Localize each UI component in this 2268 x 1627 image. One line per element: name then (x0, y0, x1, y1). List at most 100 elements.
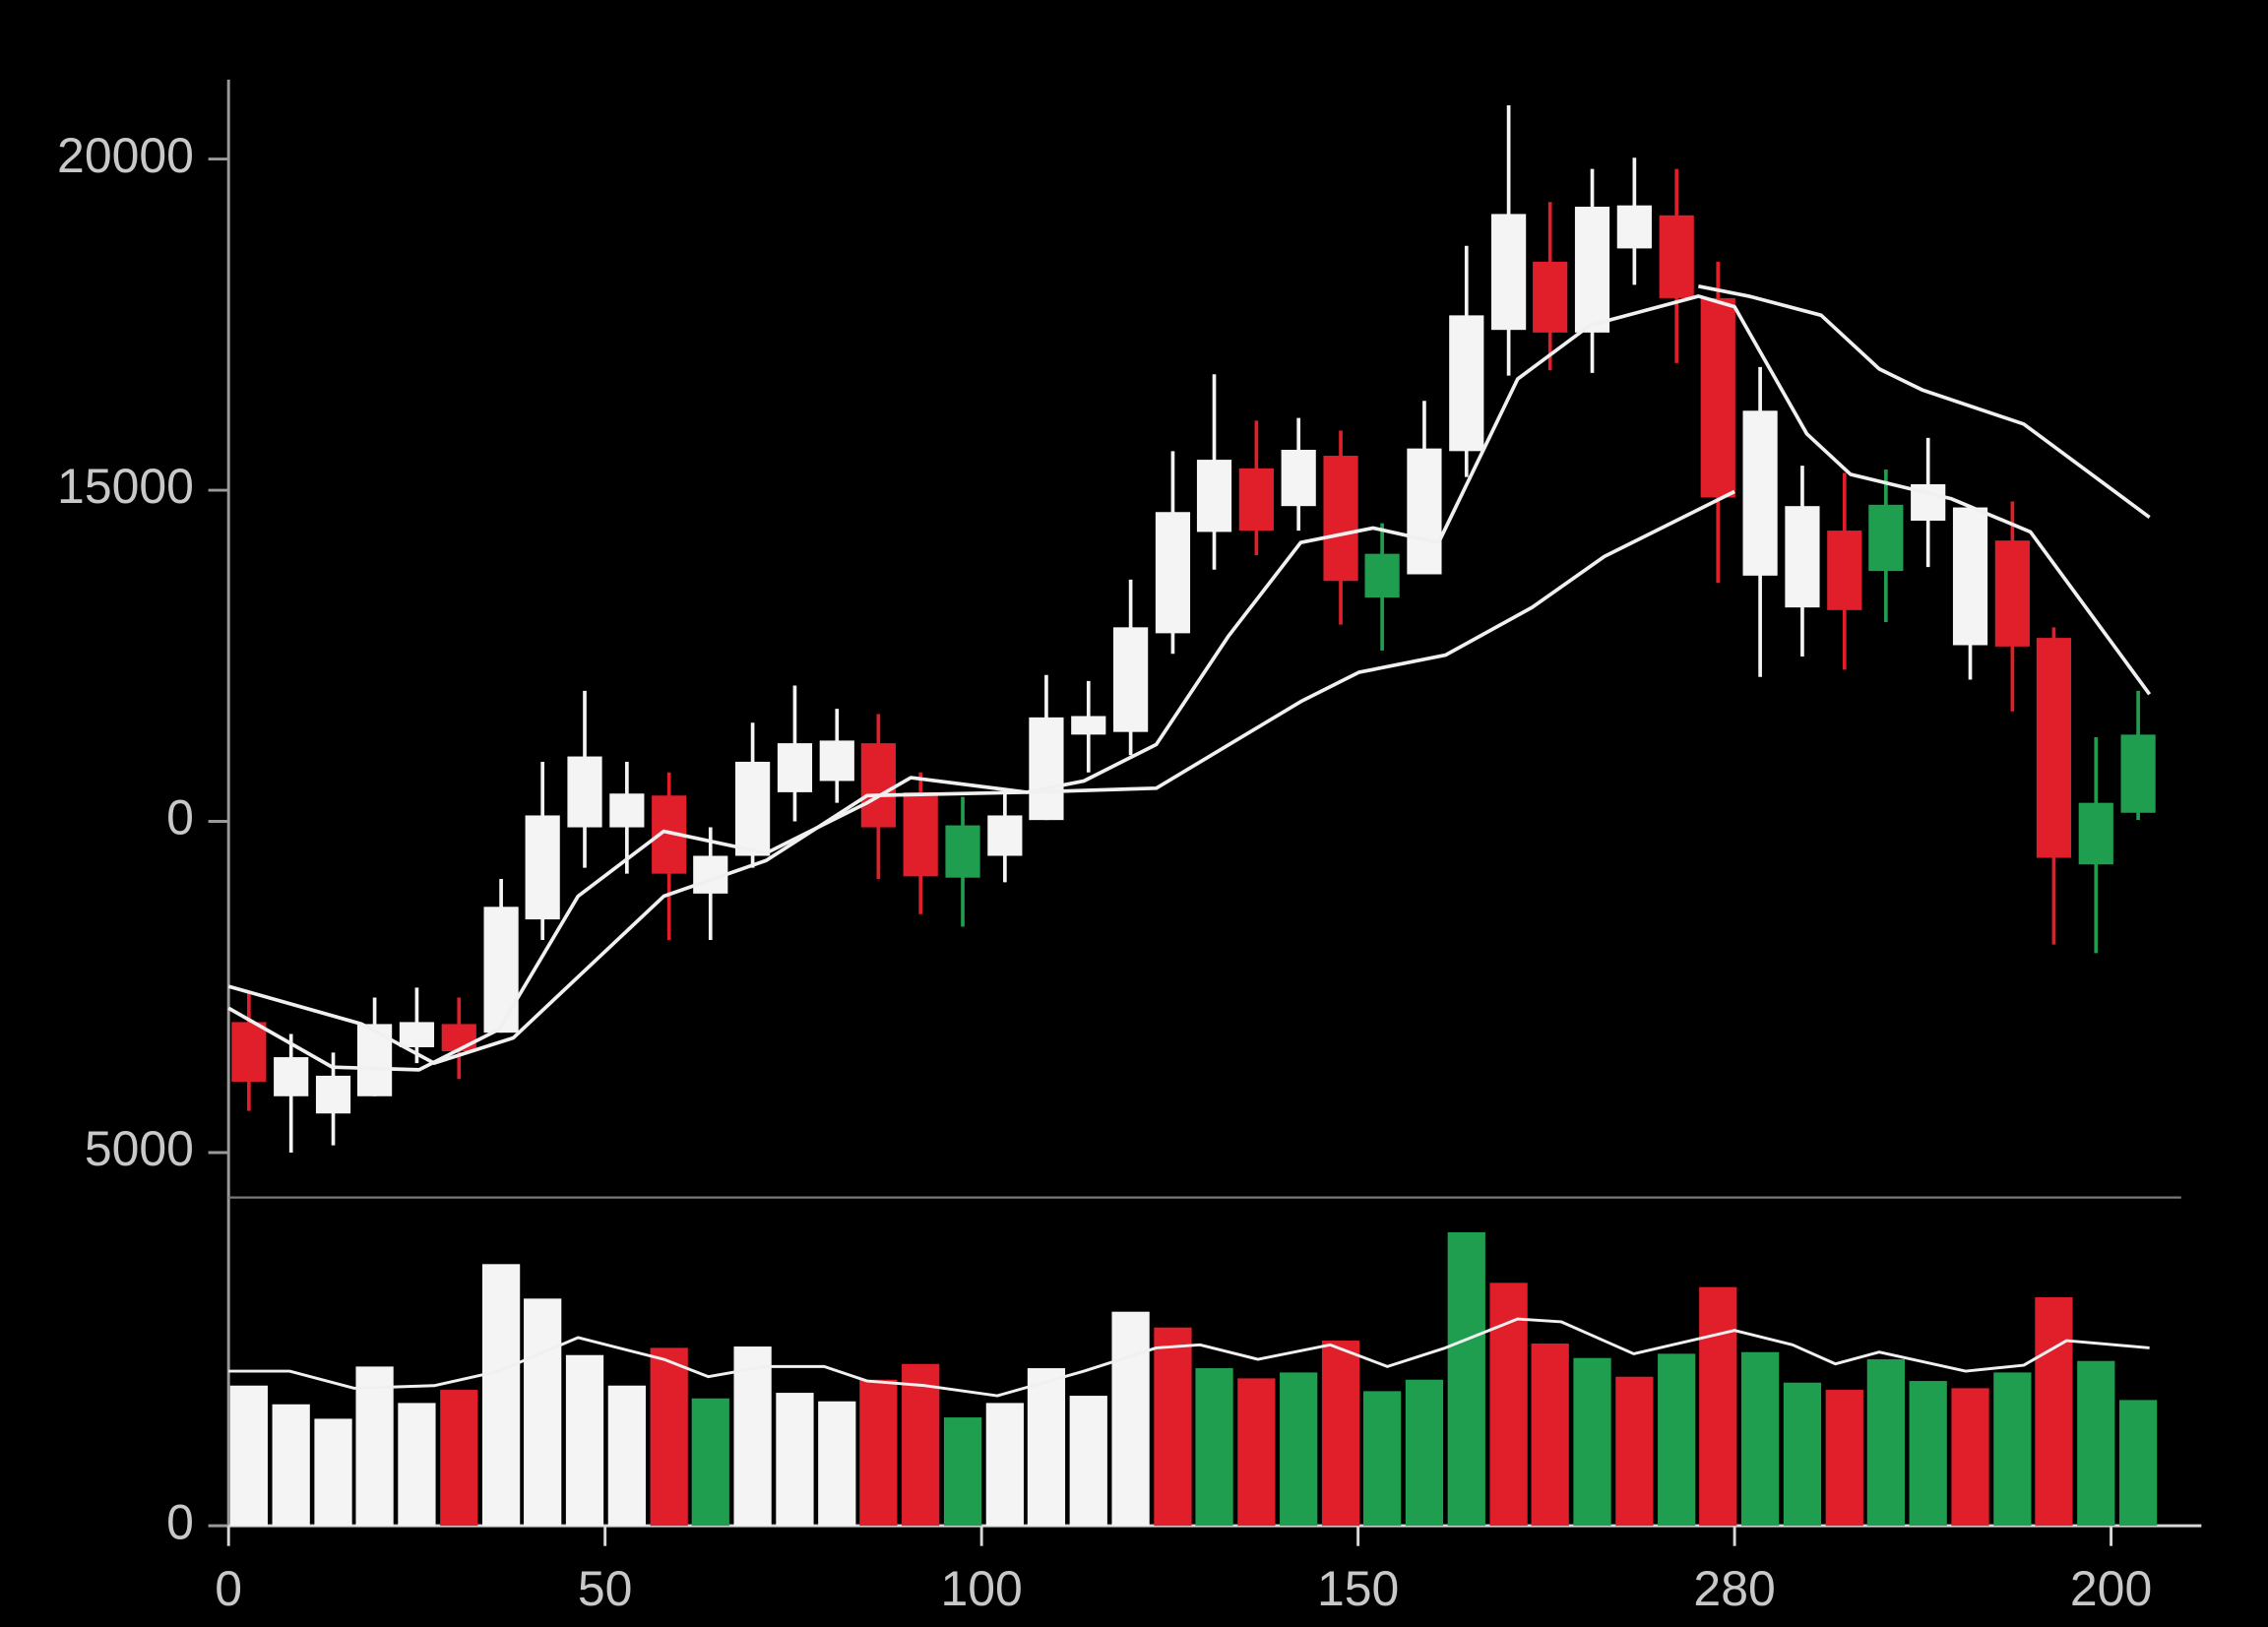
candle-body (1574, 207, 1610, 333)
moving-average-line (227, 294, 2152, 1072)
volume-bar (902, 1363, 940, 1527)
volume-bar (1195, 1368, 1233, 1527)
x-tick-label: 50 (578, 1561, 633, 1616)
y-tick-label: 15000 (57, 459, 194, 514)
candle-body (1281, 449, 1316, 507)
volume-bar (2077, 1360, 2115, 1527)
volume-bar (398, 1403, 436, 1527)
volume-bar (650, 1347, 688, 1527)
volume-bar (776, 1393, 814, 1527)
volume-bar (2118, 1400, 2158, 1527)
candle-body (315, 1075, 351, 1114)
candle-body (483, 907, 519, 1033)
volume-bar (481, 1264, 521, 1527)
volume-bar (440, 1390, 478, 1527)
candle-body (609, 793, 645, 828)
volume-bar (1027, 1368, 1066, 1527)
x-tick-label: 0 (215, 1561, 242, 1616)
candle-body (1700, 297, 1735, 498)
volume-bar (1154, 1327, 1192, 1527)
y-tick-label: 5000 (85, 1121, 194, 1176)
candle-body (357, 1024, 393, 1096)
volume-bar (1280, 1372, 1318, 1527)
volume-bar (1866, 1359, 1905, 1527)
volume-bar (1362, 1391, 1402, 1527)
x-tick-label: 200 (2070, 1561, 2152, 1616)
candle-body (1994, 540, 2030, 647)
candle-body (231, 1022, 267, 1082)
candle-body (1323, 456, 1358, 582)
volume-bar (607, 1385, 646, 1527)
volume-bar (1237, 1378, 1276, 1527)
volume-bar (733, 1346, 772, 1527)
y-tick-label: 0 (166, 790, 194, 845)
candle-body (1196, 460, 1232, 532)
volume-bar (1740, 1351, 1780, 1527)
y-tick-label: 0 (166, 1494, 194, 1549)
candle-body (441, 1024, 476, 1052)
candle-body (1071, 716, 1106, 735)
volume-bar (355, 1366, 394, 1527)
volume-bar (1658, 1353, 1696, 1527)
volume-bar (1909, 1381, 1947, 1527)
candle-body (1827, 531, 1862, 610)
x-tick-label: 150 (1317, 1561, 1399, 1616)
candle-body (1785, 506, 1820, 608)
volume-bar (1993, 1372, 2032, 1527)
candle-body (1616, 205, 1652, 249)
volume-bar (524, 1298, 562, 1527)
candle-body (2036, 638, 2072, 858)
volume-bar (229, 1385, 268, 1527)
x-tick-label: 280 (1693, 1561, 1775, 1616)
candle-body (567, 756, 602, 828)
candle-body (819, 740, 854, 782)
volume-bar (859, 1379, 898, 1527)
volume-bar (1321, 1341, 1360, 1527)
volume-bar (272, 1404, 310, 1527)
volume-bar (1825, 1390, 1863, 1527)
candle-body (777, 743, 813, 792)
volume-bar (985, 1403, 1024, 1527)
volume-bar (1951, 1388, 1989, 1527)
candle-body (735, 761, 771, 856)
candle-body (1407, 448, 1442, 575)
candle-body (1533, 261, 1568, 333)
volume-bar (1111, 1311, 1150, 1527)
candle-body (525, 815, 560, 920)
candle-body (987, 815, 1023, 856)
candle-body (1952, 507, 1988, 646)
candle-body (1238, 468, 1274, 532)
volume-bar (691, 1398, 729, 1527)
moving-average-line (1697, 283, 2151, 520)
volume-average-line (228, 1317, 2150, 1398)
candle-body (945, 825, 980, 878)
candle-body (1742, 410, 1778, 576)
candle-body (2120, 734, 2156, 813)
candle-body (1868, 504, 1904, 572)
volume-bar (565, 1354, 604, 1527)
candle-body (1029, 717, 1064, 821)
candle-body (1659, 215, 1694, 298)
moving-average-line (227, 489, 1735, 1065)
candle-body (1364, 553, 1400, 598)
candle-body (860, 743, 896, 828)
candle-body (274, 1057, 309, 1096)
volume-bar (1069, 1396, 1107, 1527)
volume-bar (1573, 1357, 1611, 1527)
volume-bar (1405, 1379, 1444, 1527)
candle-body (1491, 214, 1527, 331)
candle-body (1113, 627, 1149, 732)
candle-body (903, 791, 938, 877)
volume-bar (2035, 1297, 2073, 1527)
candle-body (1155, 512, 1191, 634)
volume-bar (943, 1417, 982, 1527)
volume-bar (1531, 1344, 1569, 1527)
candle-body (399, 1022, 435, 1047)
volume-bar (818, 1401, 856, 1527)
volume-bar (314, 1418, 352, 1527)
candle-body (2078, 802, 2113, 865)
volume-bar (1699, 1286, 1737, 1527)
candle-body (1449, 315, 1484, 452)
